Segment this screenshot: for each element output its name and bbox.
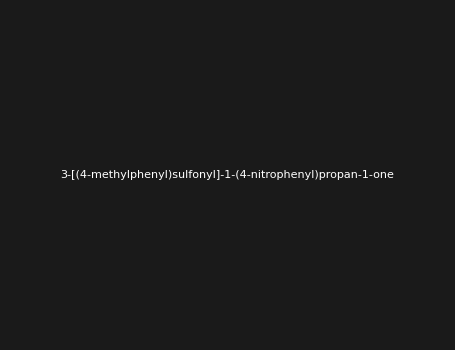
Text: 3-[(4-methylphenyl)sulfonyl]-1-(4-nitrophenyl)propan-1-one: 3-[(4-methylphenyl)sulfonyl]-1-(4-nitrop… bbox=[61, 170, 394, 180]
